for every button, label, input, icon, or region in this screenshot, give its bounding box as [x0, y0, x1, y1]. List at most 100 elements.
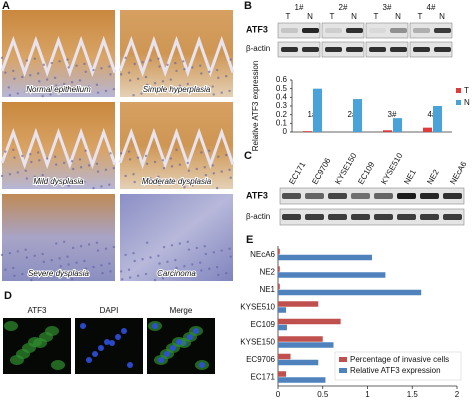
band	[325, 47, 342, 52]
blot	[279, 208, 465, 226]
nucleus	[204, 173, 208, 177]
y-tick-label: EC9706	[246, 355, 275, 364]
nucleus	[212, 251, 215, 254]
nucleus	[132, 94, 135, 97]
nucleus	[42, 63, 46, 67]
nucleus	[96, 170, 100, 173]
nucleus	[200, 72, 203, 75]
nucleus	[144, 154, 148, 158]
nucleus	[29, 74, 32, 77]
nucleus	[153, 278, 157, 282]
band	[413, 28, 430, 33]
nucleus	[96, 91, 100, 94]
nucleus	[29, 271, 32, 274]
nucleus	[0, 174, 4, 178]
band	[369, 47, 386, 52]
nucleus	[175, 266, 178, 270]
nucleus	[13, 156, 16, 159]
band	[390, 28, 407, 33]
sample-label: 4#	[427, 3, 436, 12]
nucleus	[59, 265, 62, 268]
nucleus	[217, 273, 220, 277]
nucleus	[229, 255, 232, 258]
nucleus	[12, 69, 15, 73]
nucleus	[158, 183, 161, 186]
nucleus	[145, 162, 149, 165]
nucleus	[36, 72, 40, 75]
bar	[313, 88, 322, 132]
band	[282, 214, 301, 220]
nucleus	[199, 261, 202, 264]
bar	[278, 336, 323, 342]
nucleus	[178, 242, 182, 245]
nucleus	[13, 77, 16, 80]
nucleus	[38, 277, 41, 280]
image-label: Moderate dysplasia	[142, 177, 212, 186]
lane-label: T	[418, 12, 423, 21]
nucleus	[21, 75, 24, 79]
nucleus	[140, 92, 143, 95]
bar	[303, 131, 312, 132]
nucleus	[124, 253, 127, 257]
panel-letter: A	[2, 0, 10, 12]
nucleus	[53, 155, 57, 159]
histology-image	[2, 194, 115, 281]
nucleus	[84, 70, 87, 73]
nucleus	[229, 58, 232, 61]
nucleus	[170, 244, 174, 247]
nucleus	[30, 278, 33, 282]
nucleus	[133, 180, 136, 184]
nucleus	[204, 252, 208, 256]
row-label: β-actin	[246, 212, 270, 221]
nucleus	[55, 84, 58, 87]
nucleus	[162, 166, 166, 170]
nucleus	[136, 156, 140, 159]
row-label: ATF3	[246, 190, 268, 200]
bar	[353, 99, 362, 132]
y-axis-title: Relative ATF3 expression	[251, 61, 260, 152]
blot	[321, 41, 365, 58]
nucleus	[42, 181, 46, 185]
nucleus	[79, 87, 83, 90]
bar	[278, 283, 280, 290]
band	[302, 28, 319, 33]
nucleus	[133, 259, 136, 263]
nucleus	[183, 67, 186, 71]
image-label: Carcinoma	[157, 269, 196, 278]
nucleus	[174, 258, 177, 262]
nucleus	[66, 58, 69, 61]
nucleus	[228, 168, 231, 172]
nucleus	[46, 157, 49, 160]
nucleus	[153, 160, 157, 164]
nucleus	[8, 173, 12, 176]
nucleus	[186, 240, 189, 244]
nucleus	[87, 243, 91, 246]
nucleus	[62, 240, 66, 244]
nucleus	[24, 169, 27, 172]
band	[420, 214, 439, 220]
y-tick-label: 0.5	[276, 84, 288, 93]
nucleus	[153, 81, 157, 85]
nucleus	[208, 70, 211, 73]
panel-letter: E	[246, 234, 253, 246]
nucleus	[92, 265, 95, 269]
nucleus	[49, 93, 52, 96]
nucleus	[4, 150, 7, 153]
nucleus	[127, 150, 131, 153]
image-label: Severe dysplasia	[28, 269, 89, 278]
nucleus	[170, 345, 176, 351]
nucleus	[84, 149, 87, 152]
nucleus	[108, 65, 111, 68]
band	[443, 214, 462, 220]
nucleus	[132, 173, 135, 176]
nucleus	[30, 160, 33, 164]
x-tick-label: 0.5	[317, 390, 329, 399]
nucleus	[112, 245, 116, 249]
nucleus	[29, 153, 32, 156]
nucleus	[109, 152, 112, 155]
nucleus	[186, 82, 189, 86]
nucleus	[133, 62, 136, 66]
image-label: Normal epithelium	[26, 85, 91, 94]
nucleus	[200, 151, 203, 154]
